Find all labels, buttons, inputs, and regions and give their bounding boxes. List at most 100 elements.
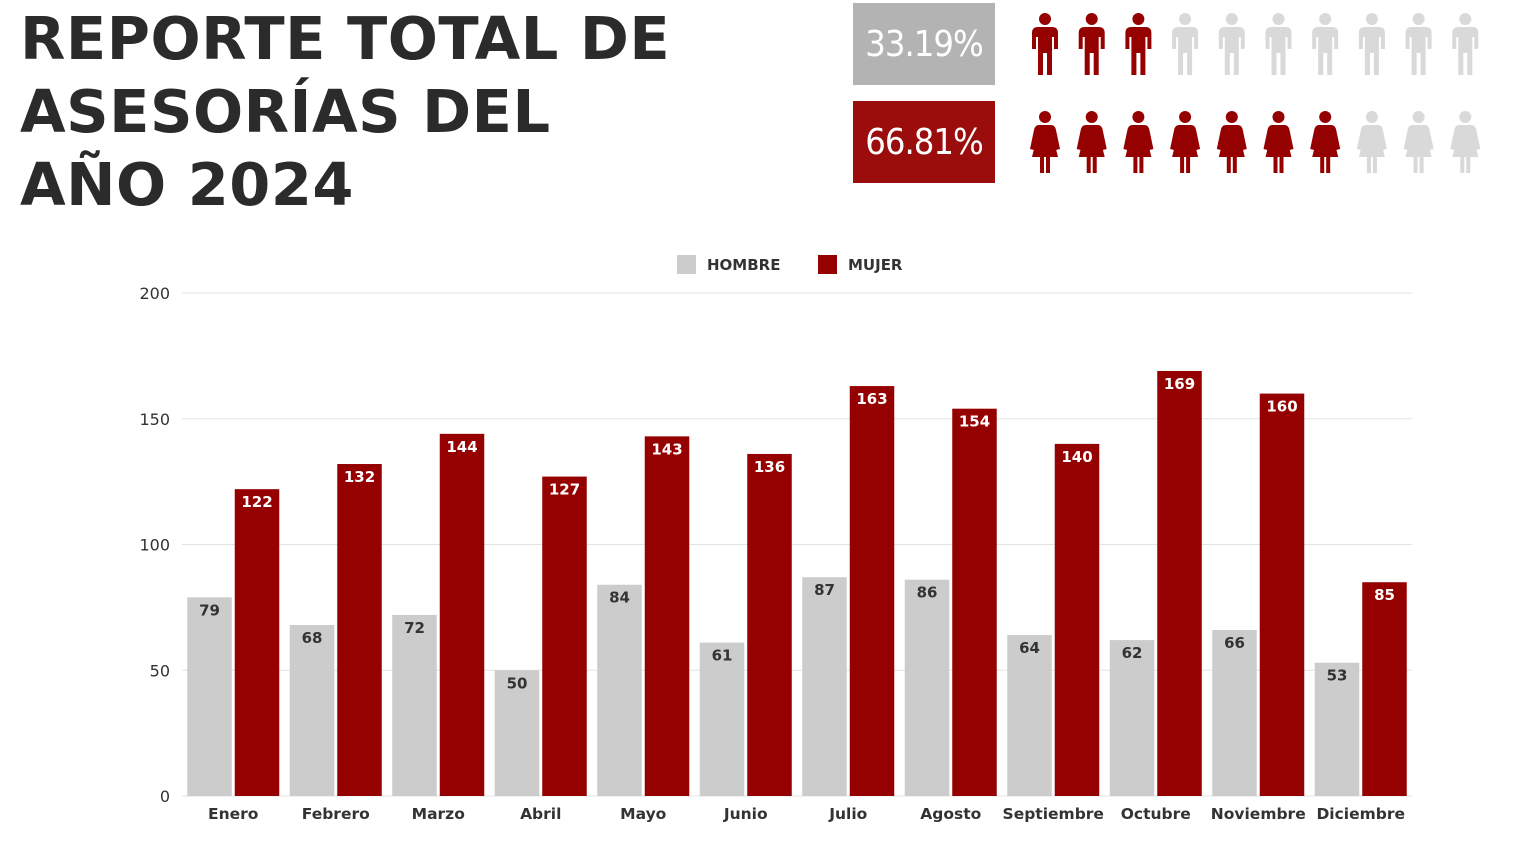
legend-swatch: [818, 255, 837, 274]
data-label: 61: [712, 647, 733, 665]
y-tick-label: 100: [139, 536, 170, 555]
bar-mujer: [234, 489, 280, 796]
x-tick-label: Noviembre: [1211, 805, 1306, 823]
x-tick-label: Enero: [208, 805, 258, 823]
man-icon: [1312, 13, 1339, 75]
legend-swatch: [677, 255, 696, 274]
bar-hombre: [187, 597, 232, 796]
page-title: REPORTE TOTAL DE ASESORÍAS DEL AÑO 2024: [20, 2, 670, 221]
data-label: 163: [856, 390, 887, 408]
x-tick-label: Julio: [828, 805, 867, 823]
men-icons: [1032, 13, 1479, 75]
x-tick-label: Octubre: [1121, 805, 1191, 823]
x-tick-label: Septiembre: [1003, 805, 1104, 823]
woman-icon: [1030, 111, 1060, 173]
data-label: 86: [917, 584, 938, 602]
data-label: 84: [609, 589, 630, 607]
bar-mujer: [747, 453, 792, 796]
data-label: 122: [241, 493, 272, 511]
data-label: 136: [754, 458, 785, 476]
women-pictogram-row: [1018, 105, 1498, 185]
data-label: 160: [1266, 398, 1297, 416]
bar-hombre: [392, 614, 437, 796]
bar-hombre: [1109, 640, 1155, 796]
bar-hombre: [289, 624, 335, 796]
y-tick-label: 150: [139, 410, 170, 429]
x-tick-label: Diciembre: [1316, 805, 1405, 823]
x-tick-label: Agosto: [920, 805, 981, 823]
data-label: 68: [302, 629, 323, 647]
data-label: 154: [959, 413, 990, 431]
bars: [187, 370, 1407, 796]
woman-icon: [1310, 111, 1341, 173]
women-percentage-badge: 66.81%: [853, 101, 995, 183]
data-label: 140: [1061, 448, 1092, 466]
x-tick-label: Abril: [520, 805, 561, 823]
woman-icon: [1403, 111, 1434, 173]
legend-label: HOMBRE: [707, 256, 780, 274]
data-label: 64: [1019, 639, 1040, 657]
data-label: 50: [507, 674, 528, 692]
bar-hombre: [1212, 630, 1257, 796]
bar-mujer: [439, 433, 485, 796]
woman-icon: [1263, 111, 1294, 173]
bar-mujer: [1362, 582, 1407, 796]
woman-icon: [1216, 111, 1247, 173]
axis-labels: 0 50 100 150 200 Enero Febrero Marzo Abril Mayo Ju…: [139, 284, 1405, 823]
woman-icon: [1450, 111, 1481, 173]
woman-icon: [1356, 111, 1387, 173]
men-percentage-badge: 33.19%: [853, 3, 995, 85]
data-label: 127: [549, 481, 580, 499]
bar-hombre: [1314, 662, 1360, 796]
bar-hombre: [1007, 635, 1052, 796]
title-line-3: AÑO 2024: [20, 150, 354, 219]
x-tick-label: Junio: [723, 805, 768, 823]
data-labels: 79 122 68 132 72 144 50 127 84 143 61 136 87 163 86 154…: [199, 375, 1395, 692]
bar-mujer: [952, 408, 997, 796]
x-tick-label: Mayo: [620, 805, 666, 823]
bar-hombre: [904, 579, 950, 796]
x-tick-label: Febrero: [302, 805, 370, 823]
bar-mujer: [1054, 443, 1100, 796]
woman-icon: [1170, 111, 1201, 173]
woman-icon: [1123, 111, 1154, 173]
bar-mujer: [1259, 393, 1305, 796]
man-icon: [1405, 13, 1432, 75]
title-line-2: ASESORÍAS DEL: [20, 77, 551, 146]
man-icon: [1032, 13, 1058, 75]
man-icon: [1218, 13, 1245, 75]
data-label: 53: [1327, 667, 1348, 685]
bar-hombre: [597, 584, 642, 796]
data-label: 72: [404, 619, 425, 637]
legend-item-hombre: HOMBRE: [677, 255, 780, 274]
legend: HOMBRE MUJER: [677, 255, 903, 274]
legend-label: MUJER: [848, 256, 903, 274]
bar-mujer: [1157, 370, 1202, 796]
bar-mujer: [542, 476, 587, 796]
bar-chart: 79 122 68 132 72 144 50 127 84 143 61 136 87 163 86 154…: [139, 255, 1412, 823]
bar-hombre: [494, 670, 540, 796]
man-icon: [1452, 13, 1479, 75]
x-tick-label: Marzo: [412, 805, 465, 823]
gridlines: [182, 292, 1412, 797]
bar-hombre: [699, 642, 745, 796]
title-line-1: REPORTE TOTAL DE: [20, 4, 671, 73]
man-icon: [1125, 13, 1152, 75]
data-label: 143: [651, 440, 682, 458]
data-label: 62: [1122, 644, 1143, 662]
data-label: 79: [199, 601, 220, 619]
man-icon: [1358, 13, 1385, 75]
data-label: 132: [344, 468, 375, 486]
y-tick-label: 200: [139, 284, 170, 303]
bar-mujer: [849, 386, 895, 796]
bar-hombre: [802, 577, 847, 796]
data-label: 87: [814, 581, 835, 599]
data-label: 169: [1164, 375, 1195, 393]
bar-mujer: [337, 464, 382, 796]
women-icons: [1030, 111, 1481, 173]
y-tick-label: 0: [160, 787, 170, 806]
data-label: 144: [446, 438, 477, 456]
bar-mujer: [644, 436, 690, 796]
man-icon: [1078, 13, 1105, 75]
man-icon: [1265, 13, 1292, 75]
